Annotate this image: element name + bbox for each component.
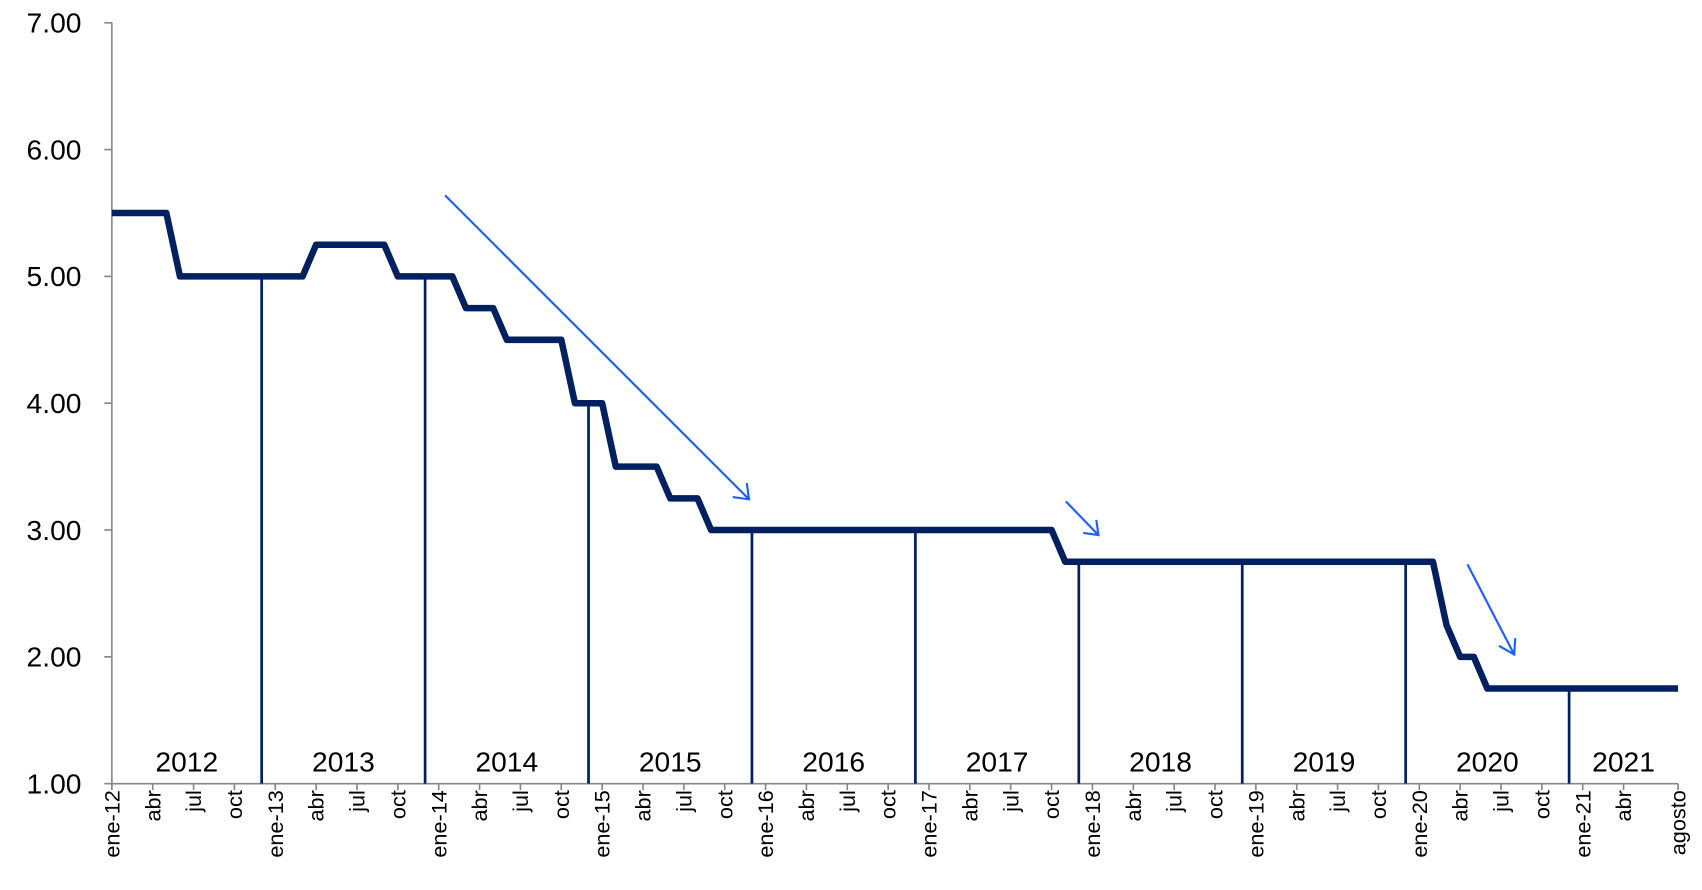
arrow (1466, 563, 1516, 655)
x-tick-label: oct (712, 790, 737, 819)
x-tick-label: jul (508, 790, 533, 813)
x-tick-label: abr (1284, 790, 1309, 821)
x-tick-label: oct (1039, 790, 1064, 819)
x-tick-label: abr (794, 790, 819, 821)
x-tick-label: abr (140, 790, 165, 821)
year-label: 2015 (639, 746, 702, 778)
y-tick-label: 3.00 (27, 514, 82, 546)
arrow-head (1083, 519, 1100, 537)
year-label: 2014 (475, 746, 538, 778)
y-tick-label: 1.00 (27, 767, 82, 799)
x-tick-label: jul (998, 790, 1023, 813)
y-tick-label: 7.00 (27, 7, 82, 39)
year-label: 2019 (1293, 746, 1356, 778)
year-label: 2020 (1456, 746, 1519, 778)
x-tick-label: oct (1529, 790, 1554, 819)
x-tick-label: jul (345, 790, 370, 813)
trend-arrows (444, 194, 1517, 657)
x-tick-label: abr (304, 790, 329, 821)
x-tick-label: ene-14 (426, 790, 451, 858)
x-tick-label: jul (671, 790, 696, 813)
x-tick-label: oct (549, 790, 574, 819)
x-tick-label: oct (222, 790, 247, 819)
x-tick-label: jul (1162, 790, 1187, 813)
rate-line (111, 209, 1679, 692)
x-tick-label: ene-17 (917, 790, 942, 858)
x-tick-label: jul (835, 790, 860, 813)
arrow-head (1498, 638, 1517, 657)
x-tick-label: ene-18 (1080, 790, 1105, 858)
year-label: 2021 (1592, 746, 1655, 778)
x-tick-label: ene-21 (1570, 790, 1595, 858)
x-tick-label: abr (957, 790, 982, 821)
x-tick-label: abr (467, 790, 492, 821)
year-label: 2018 (1129, 746, 1192, 778)
x-tick-label: ene-13 (263, 790, 288, 858)
x-tick-label: ene-16 (753, 790, 778, 858)
year-label: 2013 (312, 746, 375, 778)
x-tick-label: jul (1489, 790, 1514, 813)
year-label: 2017 (966, 746, 1029, 778)
x-tick-label: oct (876, 790, 901, 819)
y-tick-label: 5.00 (27, 260, 82, 292)
x-tick-label: jul (181, 790, 206, 813)
x-tick-label: agosto (1666, 790, 1691, 855)
x-tick-label: abr (1448, 790, 1473, 821)
arrow (444, 194, 750, 501)
arrow-head (732, 482, 751, 501)
x-tick-label: ene-20 (1407, 790, 1432, 858)
y-tick-label: 6.00 (27, 133, 82, 165)
x-tick-label: oct (1203, 790, 1228, 819)
x-tick-label: ene-19 (1243, 790, 1268, 858)
year-label: 2016 (802, 746, 865, 778)
x-tick-label: oct (1366, 790, 1391, 819)
x-tick-label: jul (1325, 790, 1350, 813)
x-tick-label: ene-12 (99, 790, 124, 858)
y-tick-label: 4.00 (27, 387, 82, 419)
x-tick-label: abr (1121, 790, 1146, 821)
arrow (1065, 500, 1100, 536)
y-tick-label: 2.00 (27, 641, 82, 673)
x-tick-label: abr (631, 790, 656, 821)
x-tick-label: ene-15 (590, 790, 615, 858)
year-label: 2012 (155, 746, 218, 778)
x-tick-label: abr (1611, 790, 1636, 821)
x-tick-label: oct (385, 790, 410, 819)
